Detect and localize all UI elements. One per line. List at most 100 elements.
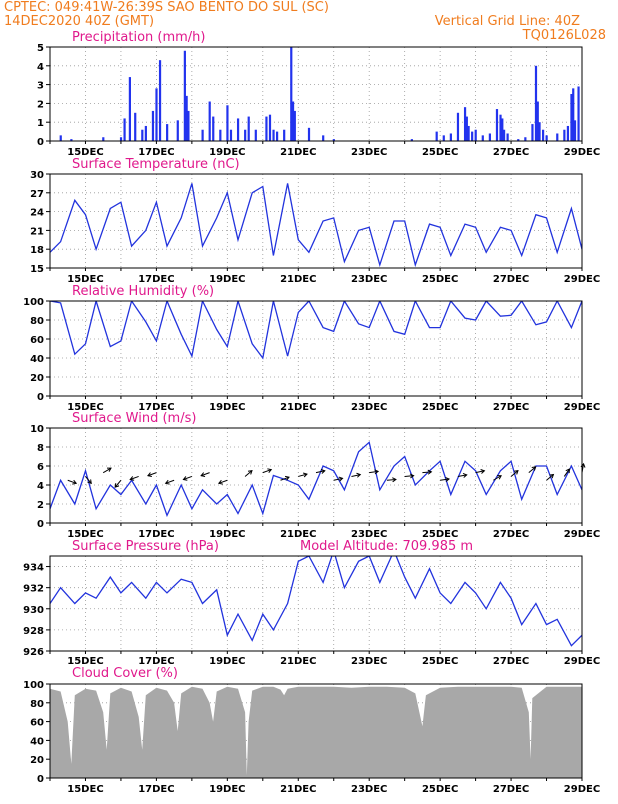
wind-arrow <box>563 468 570 477</box>
wind-arrow <box>510 470 519 477</box>
station-header: CPTEC: 049:41W-26:39S SAO BENTO DO SUL (… <box>4 0 329 15</box>
wind-arrow <box>218 479 228 484</box>
precip-bar <box>531 124 534 141</box>
x-tick-label: 19DEC <box>209 656 245 667</box>
wind-arrowhead <box>72 479 78 485</box>
wind-arrowhead <box>164 479 170 485</box>
y-tick-label: 0 <box>37 774 44 785</box>
precip-bar <box>254 129 257 141</box>
precip-bar <box>449 133 452 141</box>
wind-arrow <box>404 475 414 477</box>
series-group <box>59 47 580 141</box>
precip-bar <box>322 135 325 141</box>
wind-arrow <box>200 472 210 477</box>
x-tick-label: 17DEC <box>138 656 174 667</box>
precip-bar <box>435 131 438 141</box>
panel-annotation: Model Altitude: 709.985 m <box>300 539 473 554</box>
y-tick-label: 100 <box>23 297 44 308</box>
wind-arrowhead <box>480 469 486 474</box>
x-tick-label: 15DEC <box>67 784 103 795</box>
precip-bar <box>185 95 188 141</box>
wind-arrowhead <box>427 469 433 475</box>
precip-bar <box>290 47 293 141</box>
wind-arrowhead <box>106 467 112 472</box>
panel-title: Precipitation (mm/h) <box>72 30 205 45</box>
x-tick-label: 15DEC <box>67 656 103 667</box>
wind-arrow <box>440 478 450 481</box>
wind-arrow <box>315 470 325 474</box>
x-tick-label: 19DEC <box>209 274 245 285</box>
x-tick-label: 15DEC <box>67 402 103 413</box>
precip-bar <box>570 94 573 141</box>
precip-bar <box>556 133 559 141</box>
precip-bar <box>471 131 474 141</box>
precip-bar <box>291 101 295 141</box>
wind-arrowhead <box>462 472 468 478</box>
x-tick-label: 23DEC <box>351 784 387 795</box>
panel-1: 15 18 21 24 27 30 15DEC 17DEC 19DEC 21DEC 23DEC 25D… <box>30 157 600 285</box>
x-tick-label: 27DEC <box>493 147 529 158</box>
y-tick-label: 8 <box>37 443 44 454</box>
x-tick-label: 15DEC <box>67 274 103 285</box>
wind-arrow <box>102 467 112 474</box>
grid-note: Vertical Grid Line: 40Z <box>435 14 580 29</box>
precip-bar <box>474 129 477 141</box>
wind-arrow <box>114 479 122 488</box>
y-tick-label: 934 <box>23 563 44 574</box>
wind-arrowhead <box>497 475 502 480</box>
series-line <box>50 556 582 647</box>
y-tick-label: 928 <box>23 626 44 637</box>
panel-frame <box>49 555 583 652</box>
wind-arrow <box>130 475 139 480</box>
x-tick-label: 27DEC <box>493 656 529 667</box>
precip-bar <box>226 105 229 141</box>
y-tick-label: 4 <box>37 481 44 492</box>
panel-frame <box>49 173 583 269</box>
precip-bar <box>577 86 580 141</box>
y-tick-label: 6 <box>37 462 44 473</box>
wind-arrow <box>67 479 77 484</box>
precip-bar <box>236 118 240 141</box>
x-tick-label: 21DEC <box>280 274 316 285</box>
precip-bar <box>134 112 137 141</box>
wind-arrowhead <box>338 476 344 482</box>
precip-bar <box>563 129 566 141</box>
wind-arrow <box>262 469 272 474</box>
wind-arrowhead <box>200 472 206 477</box>
x-tick-label: 27DEC <box>493 274 529 285</box>
y-tick-label: 4 <box>37 62 44 73</box>
wind-arrowhead <box>549 473 555 479</box>
wind-arrowhead <box>284 475 290 481</box>
panel-title: Relative Humidity (%) <box>72 284 214 299</box>
panel-frame <box>49 46 583 142</box>
precip-bar <box>442 135 445 141</box>
y-tick-label: 60 <box>30 335 44 346</box>
x-tick-label: 25DEC <box>422 402 458 413</box>
y-tick-label: 932 <box>23 584 44 595</box>
wind-arrow <box>244 470 253 477</box>
y-tick-label: 18 <box>30 245 44 256</box>
precip-bar <box>201 129 204 141</box>
x-tick-label: 19DEC <box>209 402 245 413</box>
x-tick-label: 27DEC <box>493 402 529 413</box>
precip-bar <box>410 139 413 141</box>
wind-arrow <box>493 475 502 481</box>
wind-arrowhead <box>147 472 152 477</box>
precip-bar <box>128 77 131 141</box>
y-tick-label: 60 <box>30 718 44 729</box>
precip-bar <box>534 65 538 141</box>
series-group <box>50 441 582 518</box>
x-tick-label: 27DEC <box>493 784 529 795</box>
wind-arrow <box>457 474 467 477</box>
wind-arrowhead <box>374 469 380 475</box>
wind-arrow <box>528 466 537 474</box>
precip-bar <box>268 114 272 141</box>
cloud-area <box>50 686 582 778</box>
wind-arrow <box>165 479 175 484</box>
wind-arrowhead <box>320 469 326 474</box>
x-tick-label: 29DEC <box>564 784 600 795</box>
wind-arrowhead <box>531 466 537 471</box>
precip-bar <box>70 139 73 141</box>
x-tick-label: 21DEC <box>280 529 316 540</box>
